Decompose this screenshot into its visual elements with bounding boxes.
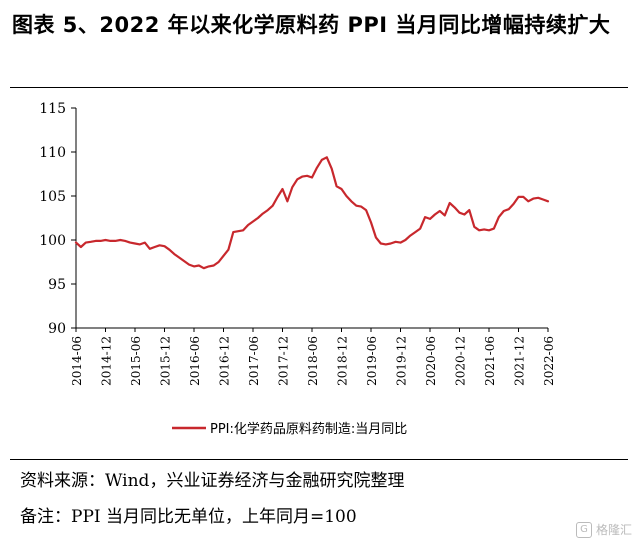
x-tick-label: 2016-06: [188, 336, 202, 386]
x-axis: 2014-06 2014-12 2015-06 2015-12 2016-06 2016-…: [70, 327, 556, 386]
watermark-text: 格隆汇: [595, 523, 632, 537]
x-tick-label: 2017-06: [247, 336, 261, 386]
x-tick-label: 2015-12: [159, 336, 173, 386]
x-tick-label: 2017-12: [277, 336, 291, 386]
y-tick-label: 100: [39, 233, 66, 249]
source-note: 资料来源：Wind，兴业证券经济与金融研究院整理: [20, 471, 405, 491]
x-tick-label: 2018-06: [306, 336, 320, 386]
series-line: [74, 156, 550, 270]
chart-title: 图表 5、2022 年以来化学原料药 PPI 当月同比增幅持续扩大: [12, 13, 611, 37]
x-tick-label: 2014-06: [70, 336, 84, 386]
legend: PPI:化学药品原料药制造:当月同比: [172, 421, 407, 437]
y-tick-label: 115: [39, 101, 66, 117]
x-tick-label: 2018-12: [336, 336, 350, 386]
x-tick-label: 2019-12: [395, 336, 409, 386]
legend-label: PPI:化学药品原料药制造:当月同比: [210, 421, 407, 437]
x-tick-label: 2014-12: [100, 336, 114, 386]
y-tick-label: 110: [39, 145, 66, 161]
x-tick-label: 2019-06: [365, 336, 379, 386]
remark-note: 备注：PPI 当月同比无单位，上年同月=100: [20, 507, 357, 527]
x-tick-label: 2020-06: [424, 336, 438, 386]
x-tick-label: 2016-12: [218, 336, 232, 386]
x-tick-label: 2020-12: [454, 336, 468, 386]
x-tick-label: 2021-12: [513, 336, 527, 386]
y-axis: 90 95 100 105 110 115: [39, 101, 77, 337]
watermark: G 格隆汇: [575, 521, 632, 538]
y-tick-label: 105: [39, 189, 66, 205]
watermark-logo-icon: G: [575, 521, 592, 538]
x-tick-label: 2022-06: [542, 336, 556, 386]
y-tick-label: 90: [48, 321, 66, 337]
x-tick-label: 2015-06: [129, 336, 143, 386]
x-tick-label: 2021-06: [483, 336, 497, 386]
plot-area: [74, 156, 550, 270]
y-tick-label: 95: [48, 277, 66, 293]
top-divider: [10, 87, 628, 88]
bottom-divider: [10, 459, 628, 460]
